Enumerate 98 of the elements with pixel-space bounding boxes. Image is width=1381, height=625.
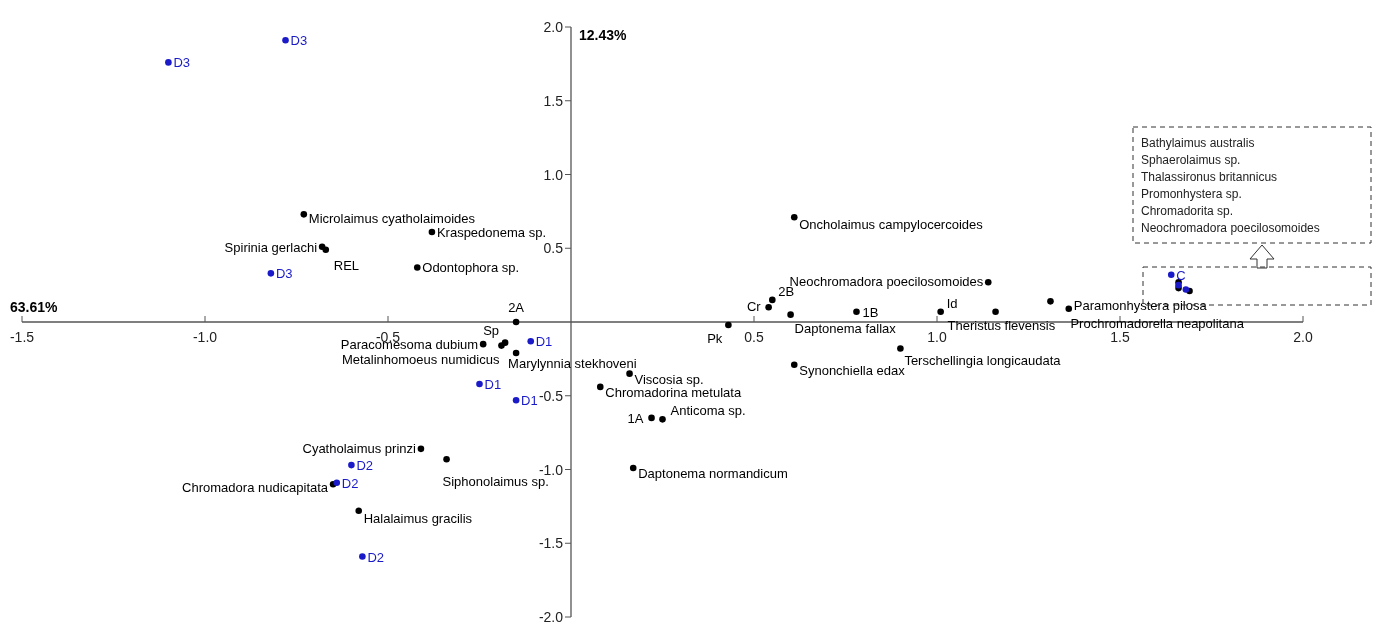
point <box>648 414 655 422</box>
annotation: Theristus flevensis <box>947 317 1056 333</box>
annotation: Cr <box>746 299 762 315</box>
point <box>165 59 172 66</box>
x-tick-label: 1.5 <box>1110 329 1130 345</box>
point <box>348 461 355 469</box>
point <box>527 337 535 345</box>
point <box>1167 271 1175 279</box>
point <box>267 270 275 277</box>
annotation: Daptonema normandicum <box>638 466 788 482</box>
y-tick-label: -0.5 <box>538 387 564 404</box>
annotation: Sp <box>483 322 500 338</box>
y-tick-label: 0.5 <box>543 240 564 257</box>
annotation: D1 <box>535 334 553 350</box>
annotation: D1 <box>521 393 538 409</box>
point <box>428 228 436 236</box>
annotation: Pk <box>707 330 723 346</box>
annotation: Marylynnia stekhoveni <box>508 355 637 371</box>
annotation: Terschellingia longicaudata <box>904 352 1062 368</box>
annotation: REL <box>333 257 360 273</box>
annotation: Viscosia sp. <box>634 371 704 387</box>
point <box>512 396 520 404</box>
annotation: Bathylaimus australis <box>1141 136 1255 150</box>
annotation: Microlaimus cyatholaimoides <box>308 211 476 227</box>
annotation: Thalassironus britannicus <box>1141 170 1278 184</box>
point <box>790 361 798 369</box>
point <box>322 246 330 254</box>
annotation: D1 <box>484 376 502 392</box>
annotation: Sphaerolaimus sp. <box>1141 153 1241 167</box>
point <box>1065 305 1073 313</box>
point <box>300 211 308 218</box>
x-tick-label: 2.0 <box>1293 329 1313 345</box>
point <box>1047 298 1054 305</box>
annotation: D2 <box>341 475 359 491</box>
x-tick-label: 0.5 <box>744 329 764 345</box>
annotation: D2 <box>367 549 385 565</box>
point <box>512 349 520 357</box>
x-tick-label: -1.0 <box>192 329 218 345</box>
annotation: D2 <box>356 458 374 474</box>
point <box>1182 286 1190 293</box>
point <box>853 308 860 315</box>
point <box>443 455 450 463</box>
x-tick-label: 1.0 <box>927 329 947 345</box>
annotation: Promonhystera sp. <box>1141 187 1242 201</box>
annotation: Kraspedonema sp. <box>436 225 547 241</box>
annotation: 2A <box>508 300 525 315</box>
point <box>512 318 520 326</box>
point <box>359 553 366 560</box>
point <box>476 380 483 388</box>
point <box>333 479 341 487</box>
point <box>897 345 904 352</box>
annotation: D3 <box>173 55 191 71</box>
point <box>501 339 509 346</box>
point <box>984 278 992 286</box>
point <box>413 264 421 271</box>
annotation: C <box>1176 267 1186 283</box>
point <box>596 383 604 391</box>
point <box>659 416 666 423</box>
annotation: Halalaimus gracilis <box>363 510 473 526</box>
point <box>790 213 798 221</box>
point <box>769 296 776 304</box>
annotation: 1B <box>862 304 879 320</box>
y-tick-label: 1.5 <box>543 92 564 109</box>
y-axis-title: 12.43% <box>579 27 628 43</box>
annotation: Metalinhomoeus numidicus <box>341 351 500 367</box>
annotation: Paramonhystera pilosa <box>1073 297 1208 313</box>
point <box>479 340 487 348</box>
y-tick-label: 1.0 <box>543 166 564 183</box>
y-tick-label: 2.0 <box>543 19 564 35</box>
annotation: Cyatholaimus prinzi <box>302 440 417 456</box>
y-tick-label: -2.0 <box>538 609 564 625</box>
annotation: Spirinia gerlachi <box>224 239 318 255</box>
point <box>626 370 633 377</box>
annotation: D3 <box>275 266 293 282</box>
annotation: D3 <box>290 33 308 49</box>
annotation: Chromadora nudicapitata <box>182 480 329 496</box>
point <box>787 311 794 318</box>
annotation: Synonchiella edax <box>799 362 906 378</box>
y-tick-label: -1.5 <box>538 535 564 552</box>
point <box>725 321 732 329</box>
point <box>417 445 425 453</box>
x-axis-title: 63.61% <box>10 299 59 315</box>
point <box>937 308 944 315</box>
annotation: Prochromadorella neapolitana <box>1070 316 1245 332</box>
annotation: Odontophora sp. <box>422 260 520 276</box>
point <box>282 36 289 44</box>
x-tick-label: -1.5 <box>9 329 35 345</box>
point <box>629 464 637 472</box>
annotation: Id <box>946 295 958 311</box>
point <box>992 308 999 315</box>
annotation: Neochromadora poecilosomoides <box>1141 221 1320 235</box>
point <box>355 507 363 515</box>
annotation: Chromadorita sp. <box>1141 204 1234 218</box>
annotation: Daptonema fallax <box>794 320 897 336</box>
point <box>765 303 772 311</box>
annotation: Oncholaimus campylocercoides <box>799 217 984 233</box>
annotation: Anticoma sp. <box>670 403 746 419</box>
annotation: 1A <box>627 410 644 426</box>
